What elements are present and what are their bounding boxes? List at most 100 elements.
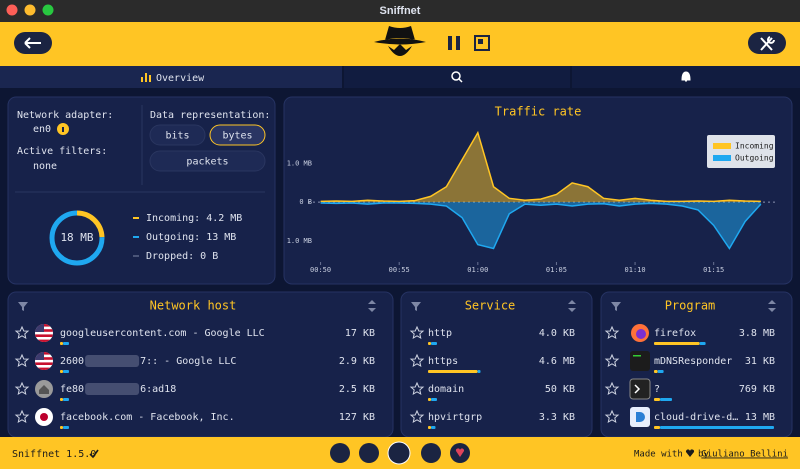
option-label: packets	[186, 157, 228, 168]
table-title: Service	[465, 299, 516, 313]
incoming-bar	[60, 342, 63, 345]
incoming-bar	[428, 398, 431, 401]
back-button[interactable]	[14, 32, 52, 54]
outgoing-bar	[63, 426, 69, 429]
outgoing-bar	[431, 342, 437, 345]
thumbnail-button[interactable]	[474, 35, 490, 51]
filters-label: Active filters:	[17, 146, 107, 157]
adapter-name: en0	[33, 124, 51, 135]
overview-tab[interactable]	[0, 66, 342, 88]
filter-button[interactable]	[18, 302, 28, 311]
close-button[interactable]	[6, 4, 18, 16]
legend-swatch	[713, 155, 731, 161]
footer-links	[330, 441, 470, 465]
incoming-bar	[654, 398, 660, 401]
website-link[interactable]	[330, 443, 350, 463]
filter-button[interactable]	[611, 302, 621, 311]
inspect-tab[interactable]	[344, 66, 570, 88]
incoming-bar	[654, 342, 700, 345]
sort-button[interactable]	[368, 300, 376, 312]
title-bar	[0, 0, 800, 22]
x-tick-label: 01:05	[546, 266, 567, 274]
filter-button[interactable]	[411, 302, 421, 311]
option-button[interactable]	[149, 150, 266, 172]
bell-icon	[681, 71, 691, 82]
settings-button[interactable]	[748, 32, 786, 54]
incoming-bar	[428, 370, 478, 373]
row-name: 2600	[60, 356, 84, 367]
chart-title: Traffic rate	[495, 105, 582, 119]
incoming-bar	[60, 370, 63, 373]
outgoing-bar	[660, 426, 774, 429]
info-icon[interactable]	[57, 123, 69, 135]
incoming-bar	[60, 426, 63, 429]
row-name: 6:ad18	[140, 384, 176, 395]
x-tick-label: 01:10	[625, 266, 646, 274]
sort-button[interactable]	[568, 300, 576, 312]
row-size: 50 KB	[545, 384, 575, 395]
legend-label: Incoming	[735, 142, 774, 151]
x-tick-label: 01:15	[703, 266, 724, 274]
traffic-panel	[283, 96, 793, 285]
row-size: 31 KB	[745, 356, 775, 367]
legend-swatch	[713, 143, 731, 149]
news-link[interactable]	[421, 443, 441, 463]
series-line	[320, 202, 762, 250]
incoming-bar	[428, 342, 431, 345]
outgoing-bar	[63, 370, 69, 373]
row-size: 127 KB	[339, 412, 375, 423]
row-size: 13 MB	[745, 412, 775, 423]
series-line	[320, 130, 761, 203]
tab-label: Overview	[156, 73, 205, 84]
outgoing-bar	[657, 370, 664, 373]
row-size: 3.8 MB	[739, 328, 775, 339]
redacted	[85, 383, 140, 395]
redacted	[85, 355, 140, 367]
row-name: fe80	[60, 384, 84, 395]
logo	[374, 26, 426, 56]
row-size: 4.6 MB	[539, 356, 575, 367]
maximize-button[interactable]	[42, 4, 54, 16]
option-button[interactable]	[209, 124, 266, 146]
outgoing-bar	[63, 398, 69, 401]
row-name: http	[428, 328, 452, 339]
window-title: Sniffnet	[380, 5, 421, 17]
outgoing-bar	[431, 398, 437, 401]
adapter-label: Network adapter:	[17, 110, 113, 121]
incoming-bar	[654, 426, 660, 429]
legend-box	[707, 135, 775, 168]
minimize-button[interactable]	[24, 4, 36, 16]
incoming-bar	[428, 426, 431, 429]
row-name: https	[428, 356, 458, 367]
filters-value: none	[33, 161, 57, 172]
row-size: 769 KB	[739, 384, 775, 395]
row-size: 3.3 KB	[539, 412, 575, 423]
heart-icon	[685, 449, 695, 457]
pause-button[interactable]	[448, 36, 460, 50]
outgoing-bar	[660, 398, 672, 401]
table-title: Program	[665, 299, 716, 313]
y-tick-label: 0 B	[299, 198, 312, 206]
y-tick-label: 1.0 MB	[287, 237, 312, 245]
row-name: facebook.com - Facebook, Inc.	[60, 412, 235, 423]
row-name: mDNSResponder	[654, 356, 732, 367]
row-size: 17 KB	[345, 328, 375, 339]
overview-panel	[7, 96, 276, 285]
row-icon	[629, 378, 651, 400]
row-size: 4.0 KB	[539, 328, 575, 339]
total-traffic: 18 MB	[60, 231, 93, 244]
incoming-bar	[60, 398, 63, 401]
author-link[interactable]: Giuliano Bellini	[701, 450, 788, 460]
row-name: hpvirtgrp	[428, 412, 482, 423]
wiki-link[interactable]	[359, 443, 379, 463]
github-link[interactable]	[387, 441, 411, 465]
sort-button[interactable]	[768, 300, 776, 312]
row-name: cloud-drive-d…	[654, 412, 738, 423]
inspect-icon	[451, 71, 463, 83]
made-with: Made with	[634, 450, 683, 460]
legend-label: Dropped: 0 B	[146, 251, 218, 262]
overview-icon	[141, 73, 151, 82]
option-button[interactable]	[149, 124, 206, 146]
legend-label: Outgoing	[735, 154, 774, 163]
row-icon	[631, 324, 649, 342]
